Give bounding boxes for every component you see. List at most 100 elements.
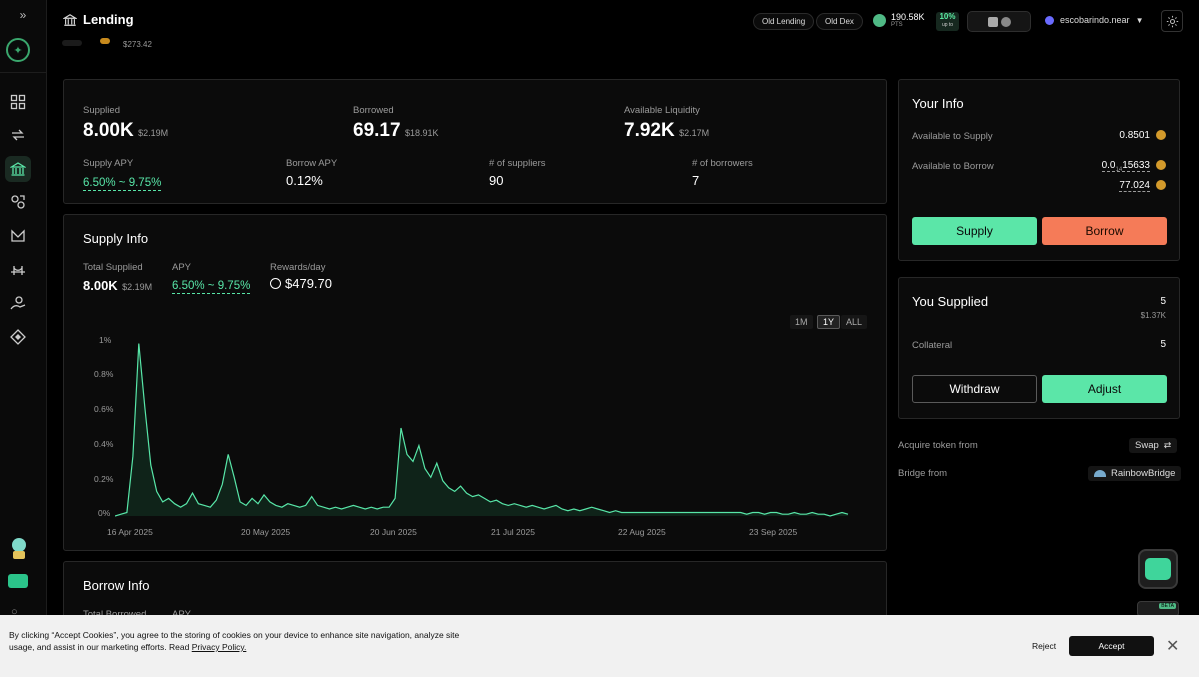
supply-info-title: Supply Info	[83, 231, 149, 246]
total-supplied-label: Total Supplied	[83, 262, 143, 273]
bridge-icon[interactable]	[5, 257, 31, 283]
available-borrow-value: 0.01415633	[1101, 160, 1150, 173]
your-info-card: Your Info Available to Supply 0.8501 Ava…	[898, 79, 1180, 261]
suppliers-label: # of suppliers	[489, 158, 546, 169]
bridge-from-label: Bridge from	[898, 468, 948, 479]
old-dex-link[interactable]: Old Dex	[816, 13, 863, 30]
acquire-token-label: Acquire token from	[898, 440, 978, 451]
points-label: PTS	[891, 22, 903, 28]
boost-badge[interactable]: 10% up to	[936, 12, 959, 31]
borrowed-value: 69.17	[353, 120, 401, 141]
y-tick-label: 0%	[98, 508, 111, 518]
chain-icon-2	[1000, 16, 1011, 27]
rewards-value: $479.70	[285, 276, 332, 291]
borrow-apy-value: 0.12%	[286, 173, 323, 188]
privacy-policy-link[interactable]: Privacy Policy.	[191, 642, 247, 652]
sidebar: » ✦ ○	[0, 0, 47, 677]
supply-apy-value[interactable]: 6.50% ~ 9.75%	[83, 177, 162, 191]
rewards-label: Rewards/day	[270, 262, 326, 273]
total-supplied-value: 8.00K	[83, 278, 118, 293]
page-title-text: Lending	[83, 12, 134, 27]
page-title: Lending	[63, 12, 134, 27]
token-icon	[1156, 130, 1166, 141]
available-supply-value: 0.8501	[1119, 130, 1150, 141]
borrowed-label: Borrowed	[353, 105, 394, 116]
x-tick-label: 16 Apr 2025	[107, 527, 153, 537]
swap-icon: ⇄	[1163, 440, 1172, 450]
boost-label: up to	[941, 22, 954, 28]
points-coin-icon	[873, 14, 886, 27]
diamond-icon[interactable]	[5, 324, 31, 350]
account-menu[interactable]: escobarindo.near ▼	[1045, 15, 1143, 25]
old-lending-link[interactable]: Old Lending	[753, 13, 815, 30]
total-supplied-usd: $2.19M	[122, 282, 153, 292]
user-icon[interactable]: ○	[11, 606, 18, 618]
borrow-info-apy-label: APY	[172, 609, 191, 620]
collateral-label: Collateral	[912, 340, 953, 351]
borrow-button[interactable]: Borrow	[1042, 217, 1167, 245]
mascot-icon[interactable]	[8, 536, 30, 560]
token-icon	[1156, 180, 1166, 191]
x-tick-label: 20 Jun 2025	[370, 527, 417, 537]
available-borrow-label: Available to Borrow	[912, 161, 994, 172]
rainbow-bridge-label: RainbowBridge	[1111, 468, 1176, 479]
suppliers-value: 90	[489, 173, 504, 188]
sidebar-divider	[0, 72, 47, 73]
y-tick-label: 0.8%	[94, 369, 114, 379]
supplied-value: 8.00K	[83, 120, 134, 141]
total-borrowed-label: Total Borrowed	[83, 609, 146, 620]
borrow-info-title: Borrow Info	[83, 578, 150, 593]
dashboard-icon[interactable]	[5, 89, 31, 115]
settings-icon[interactable]	[1161, 10, 1183, 32]
borrowers-label: # of borrowers	[692, 158, 753, 169]
adjust-button[interactable]: Adjust	[1042, 375, 1167, 403]
avatar	[1045, 15, 1054, 25]
y-tick-label: 0.6%	[94, 404, 114, 414]
supply-info-apy-value[interactable]: 6.50% ~ 9.75%	[172, 280, 251, 294]
back-button[interactable]	[62, 40, 82, 46]
wallet-float-icon[interactable]	[1138, 549, 1178, 589]
accept-cookies-button[interactable]: Accept	[1069, 636, 1154, 656]
liquidity-usd: $2.17M	[679, 128, 710, 138]
chain-icon	[987, 16, 998, 27]
supply-info-card: Supply Info Total Supplied 8.00K $2.19M …	[63, 214, 887, 551]
close-icon[interactable]: ✕	[1166, 638, 1180, 655]
range-1y-button[interactable]: 1Y	[817, 315, 841, 329]
expand-icon[interactable]: »	[19, 7, 27, 22]
reject-cookies-button[interactable]: Reject	[1032, 641, 1057, 651]
swap-link[interactable]: Swap ⇄	[1129, 438, 1178, 453]
points-value: 190.58K	[891, 12, 925, 22]
cookie-banner: By clicking “Accept Cookies”, you agree …	[0, 615, 1199, 677]
staking-icon[interactable]	[5, 223, 31, 249]
swap-icon[interactable]	[5, 122, 31, 148]
supplied-amount: 5	[1160, 296, 1166, 307]
range-1m-button[interactable]: 1M	[790, 315, 813, 329]
rainbow-bridge-link[interactable]: RainbowBridge	[1088, 466, 1182, 481]
available-supply-label: Available to Supply	[912, 131, 993, 142]
app-logo[interactable]: ✦	[6, 38, 30, 62]
range-all-button[interactable]: ALL	[841, 315, 868, 329]
portfolio-icon[interactable]	[5, 290, 31, 316]
swap-link-label: Swap	[1135, 440, 1159, 451]
borrowers-value: 7	[692, 173, 700, 188]
token-icon	[1156, 160, 1166, 171]
chain-selector[interactable]	[967, 11, 1031, 32]
withdraw-button[interactable]: Withdraw	[912, 375, 1037, 403]
supply-info-apy-label: APY	[172, 262, 192, 273]
bank-icon[interactable]	[5, 156, 31, 182]
y-tick-label: 0.2%	[94, 474, 114, 484]
supply-button[interactable]: Supply	[912, 217, 1037, 245]
you-supplied-card: You Supplied 5 $1.37K Collateral 5 Withd…	[898, 277, 1180, 419]
liquidity-icon[interactable]	[5, 189, 31, 215]
liquidity-value: 7.92K	[624, 120, 675, 141]
supply-apy-chart[interactable]	[115, 330, 855, 520]
available-borrow-alt-value: 77.024	[1119, 180, 1150, 192]
beta-badge: BETA	[1159, 603, 1176, 609]
x-tick-label: 21 Jul 2025	[491, 527, 535, 537]
points-display[interactable]: 190.58K PTS	[873, 13, 925, 28]
you-supplied-title: You Supplied	[912, 294, 989, 309]
collateral-value: 5	[1160, 339, 1166, 350]
ticket-icon[interactable]	[8, 574, 28, 588]
chart-series-line	[115, 343, 849, 517]
